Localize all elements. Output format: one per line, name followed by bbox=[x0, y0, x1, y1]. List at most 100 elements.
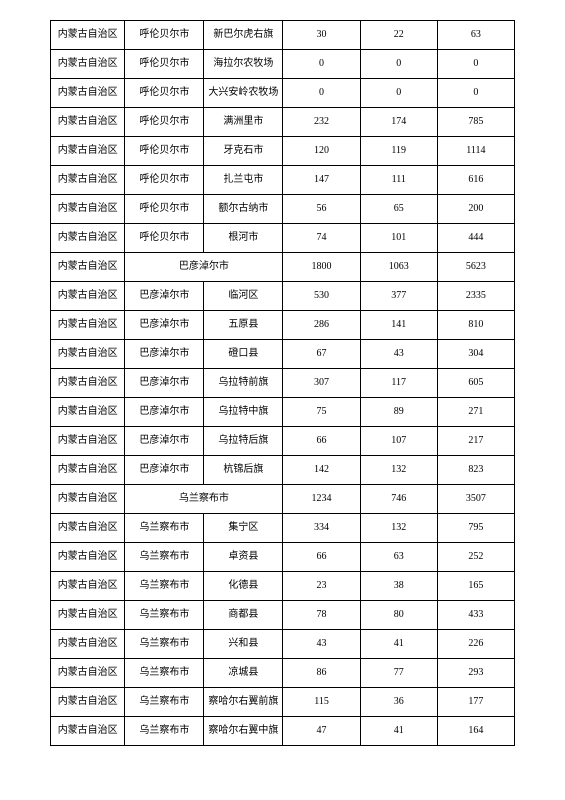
cell-value: 616 bbox=[437, 166, 514, 195]
cell-value: 67 bbox=[283, 340, 360, 369]
table-row: 内蒙古自治区呼伦贝尔市牙克石市1201191114 bbox=[51, 137, 515, 166]
cell-value: 0 bbox=[283, 50, 360, 79]
cell-value: 41 bbox=[360, 717, 437, 746]
cell-value: 75 bbox=[283, 398, 360, 427]
cell-value: 307 bbox=[283, 369, 360, 398]
cell-district: 额尔古纳市 bbox=[204, 195, 283, 224]
cell-value: 141 bbox=[360, 311, 437, 340]
cell-value: 74 bbox=[283, 224, 360, 253]
table-row: 内蒙古自治区乌兰察布市察哈尔右翼中旗4741164 bbox=[51, 717, 515, 746]
cell-value: 147 bbox=[283, 166, 360, 195]
cell-city: 乌兰察布市 bbox=[125, 717, 204, 746]
cell-region: 内蒙古自治区 bbox=[51, 224, 125, 253]
cell-value: 120 bbox=[283, 137, 360, 166]
cell-value: 530 bbox=[283, 282, 360, 311]
cell-value: 107 bbox=[360, 427, 437, 456]
cell-value: 66 bbox=[283, 427, 360, 456]
cell-value: 80 bbox=[360, 601, 437, 630]
table-row: 内蒙古自治区巴彦淖尔市五原县286141810 bbox=[51, 311, 515, 340]
cell-value: 117 bbox=[360, 369, 437, 398]
table-row: 内蒙古自治区呼伦贝尔市海拉尔农牧场000 bbox=[51, 50, 515, 79]
table-row: 内蒙古自治区巴彦淖尔市乌拉特后旗66107217 bbox=[51, 427, 515, 456]
cell-value: 65 bbox=[360, 195, 437, 224]
cell-city: 呼伦贝尔市 bbox=[125, 166, 204, 195]
cell-district: 集宁区 bbox=[204, 514, 283, 543]
cell-value: 1114 bbox=[437, 137, 514, 166]
cell-city-merged: 巴彦淖尔市 bbox=[125, 253, 283, 282]
cell-region: 内蒙古自治区 bbox=[51, 108, 125, 137]
cell-region: 内蒙古自治区 bbox=[51, 79, 125, 108]
cell-value: 334 bbox=[283, 514, 360, 543]
cell-city: 乌兰察布市 bbox=[125, 688, 204, 717]
cell-district: 杭锦后旗 bbox=[204, 456, 283, 485]
cell-value: 177 bbox=[437, 688, 514, 717]
cell-city: 巴彦淖尔市 bbox=[125, 282, 204, 311]
cell-city: 呼伦贝尔市 bbox=[125, 79, 204, 108]
cell-district: 化德县 bbox=[204, 572, 283, 601]
cell-district: 根河市 bbox=[204, 224, 283, 253]
cell-value: 377 bbox=[360, 282, 437, 311]
cell-region: 内蒙古自治区 bbox=[51, 543, 125, 572]
table-row: 内蒙古自治区巴彦淖尔市180010635623 bbox=[51, 253, 515, 282]
cell-value: 43 bbox=[360, 340, 437, 369]
cell-value: 63 bbox=[437, 21, 514, 50]
cell-value: 252 bbox=[437, 543, 514, 572]
cell-city: 呼伦贝尔市 bbox=[125, 195, 204, 224]
cell-value: 41 bbox=[360, 630, 437, 659]
cell-city: 巴彦淖尔市 bbox=[125, 427, 204, 456]
cell-value: 86 bbox=[283, 659, 360, 688]
cell-value: 0 bbox=[360, 79, 437, 108]
cell-district: 卓资县 bbox=[204, 543, 283, 572]
cell-value: 444 bbox=[437, 224, 514, 253]
table-row: 内蒙古自治区巴彦淖尔市杭锦后旗142132823 bbox=[51, 456, 515, 485]
cell-value: 174 bbox=[360, 108, 437, 137]
cell-city: 乌兰察布市 bbox=[125, 572, 204, 601]
cell-value: 810 bbox=[437, 311, 514, 340]
cell-region: 内蒙古自治区 bbox=[51, 311, 125, 340]
cell-value: 78 bbox=[283, 601, 360, 630]
cell-value: 165 bbox=[437, 572, 514, 601]
cell-value: 785 bbox=[437, 108, 514, 137]
table-row: 内蒙古自治区巴彦淖尔市临河区5303772335 bbox=[51, 282, 515, 311]
cell-city-merged: 乌兰察布市 bbox=[125, 485, 283, 514]
cell-value: 43 bbox=[283, 630, 360, 659]
cell-city: 巴彦淖尔市 bbox=[125, 369, 204, 398]
table-row: 内蒙古自治区乌兰察布市化德县2338165 bbox=[51, 572, 515, 601]
cell-value: 271 bbox=[437, 398, 514, 427]
cell-value: 119 bbox=[360, 137, 437, 166]
cell-value: 795 bbox=[437, 514, 514, 543]
cell-city: 呼伦贝尔市 bbox=[125, 108, 204, 137]
table-row: 内蒙古自治区乌兰察布市凉城县8677293 bbox=[51, 659, 515, 688]
cell-district: 五原县 bbox=[204, 311, 283, 340]
cell-region: 内蒙古自治区 bbox=[51, 253, 125, 282]
table-row: 内蒙古自治区乌兰察布市12347463507 bbox=[51, 485, 515, 514]
cell-district: 乌拉特后旗 bbox=[204, 427, 283, 456]
cell-district: 牙克石市 bbox=[204, 137, 283, 166]
table-row: 内蒙古自治区呼伦贝尔市额尔古纳市5665200 bbox=[51, 195, 515, 224]
cell-value: 66 bbox=[283, 543, 360, 572]
cell-value: 77 bbox=[360, 659, 437, 688]
cell-value: 132 bbox=[360, 514, 437, 543]
cell-district: 新巴尔虎右旗 bbox=[204, 21, 283, 50]
cell-value: 30 bbox=[283, 21, 360, 50]
cell-value: 142 bbox=[283, 456, 360, 485]
cell-value: 164 bbox=[437, 717, 514, 746]
cell-district: 兴和县 bbox=[204, 630, 283, 659]
cell-value: 5623 bbox=[437, 253, 514, 282]
cell-district: 乌拉特前旗 bbox=[204, 369, 283, 398]
cell-value: 3507 bbox=[437, 485, 514, 514]
cell-value: 746 bbox=[360, 485, 437, 514]
cell-value: 605 bbox=[437, 369, 514, 398]
cell-region: 内蒙古自治区 bbox=[51, 340, 125, 369]
data-table: 内蒙古自治区呼伦贝尔市新巴尔虎右旗302263内蒙古自治区呼伦贝尔市海拉尔农牧场… bbox=[50, 20, 515, 746]
cell-value: 89 bbox=[360, 398, 437, 427]
cell-value: 0 bbox=[437, 79, 514, 108]
cell-value: 22 bbox=[360, 21, 437, 50]
cell-value: 304 bbox=[437, 340, 514, 369]
cell-value: 101 bbox=[360, 224, 437, 253]
cell-region: 内蒙古自治区 bbox=[51, 659, 125, 688]
cell-region: 内蒙古自治区 bbox=[51, 427, 125, 456]
cell-city: 巴彦淖尔市 bbox=[125, 311, 204, 340]
cell-value: 286 bbox=[283, 311, 360, 340]
cell-city: 乌兰察布市 bbox=[125, 543, 204, 572]
